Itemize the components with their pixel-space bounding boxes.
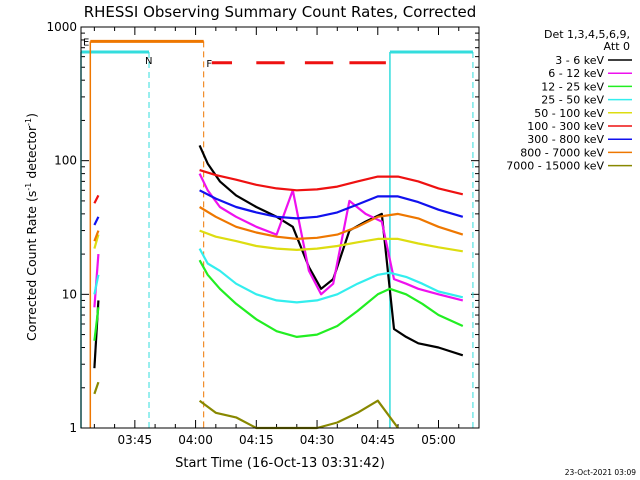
series-lines [93, 144, 464, 430]
x-tick-label: 04:30 [300, 433, 335, 447]
legend-label-800-7000-kev: 800 - 7000 keV [520, 146, 604, 159]
y-axis-label-close: ) [24, 113, 39, 118]
y-axis-label-exponent-2: -1 [24, 118, 33, 126]
legend-label-300-800-kev: 300 - 800 keV [527, 133, 604, 146]
legend-label-25-50-kev: 25 - 50 keV [541, 94, 604, 107]
series-line-12-25-kev-before-eclipse [93, 307, 100, 341]
series-line-300-800-kev-before-eclipse [93, 216, 100, 226]
flag-bars: N E F [80, 37, 474, 428]
plot-frame [80, 26, 480, 429]
svg-text:Corrected Count Rate (s-1 dete: Corrected Count Rate (s-1 detector-1) [24, 113, 39, 341]
series-line-12-25-kev-after-eclipse [198, 259, 464, 338]
series-line-25-50-kev-after-eclipse [198, 248, 464, 304]
series-line-6-12-kev-after-eclipse [198, 173, 464, 302]
x-tick-label: 03:45 [118, 433, 153, 447]
legend-header-detectors: Det 1,3,4,5,6,9, [544, 28, 630, 41]
series-line-25-50-kev-before-eclipse [93, 274, 100, 295]
y-tick-label: 10 [62, 287, 77, 301]
y-tick-label: 1 [69, 421, 77, 435]
eclipse-flag-label: E [83, 37, 89, 48]
series-line-800-7000-kev-after-eclipse [199, 206, 464, 240]
night-flag-label: N [145, 56, 152, 67]
footer-date: 23-Oct-2021 03:09 [565, 468, 636, 477]
y-axis-label-detector: detector [24, 125, 39, 183]
x-tick-label: 04:15 [239, 433, 274, 447]
legend-label-50-100-kev: 50 - 100 keV [534, 107, 604, 120]
legend-label-7000-15000-kev: 7000 - 15000 keV [506, 160, 604, 173]
x-tick-label: 05:00 [421, 433, 456, 447]
series-line-100-300-kev-after-eclipse [199, 169, 464, 196]
y-tick-label: 100 [54, 154, 77, 168]
x-tick-label: 04:45 [360, 433, 395, 447]
x-tick-label: 04:00 [178, 433, 213, 447]
series-line-100-300-kev-before-eclipse [93, 194, 100, 204]
legend-label-12-25-kev: 12 - 25 keV [541, 80, 604, 93]
y-axis-label-exponent-1: -1 [24, 183, 33, 191]
y-tick-label: 1000 [46, 20, 77, 34]
y-axis-label: Corrected Count Rate (s-1 detector-1) [24, 113, 39, 341]
series-line-7000-15000-kev-before-eclipse [93, 381, 100, 395]
y-axis-label-main: Corrected Count Rate (s [24, 191, 39, 341]
chart-title: RHESSI Observing Summary Count Rates, Co… [84, 3, 477, 21]
legend-label-3-6-kev: 3 - 6 keV [555, 54, 604, 67]
series-line-50-100-kev-after-eclipse [199, 229, 463, 253]
legend-label-100-300-kev: 100 - 300 keV [527, 120, 604, 133]
x-axis-label: Start Time (16-Oct-13 03:31:42) [175, 456, 385, 471]
legend-label-6-12-kev: 6 - 12 keV [548, 67, 604, 80]
legend-header-attenuator: Att 0 [604, 40, 630, 53]
axis-ticks: 1 10 100 1000 03:45 04:00 04:15 04:30 04:45 05:00 [46, 20, 480, 447]
flare-flag-label: F [206, 59, 212, 70]
series-line-300-800-kev-after-eclipse [199, 189, 464, 220]
series-line-800-7000-kev-before-eclipse [93, 230, 100, 242]
series-line-50-100-kev-before-eclipse [93, 234, 100, 249]
series-line-3-6-kev-after-eclipse [198, 144, 464, 357]
